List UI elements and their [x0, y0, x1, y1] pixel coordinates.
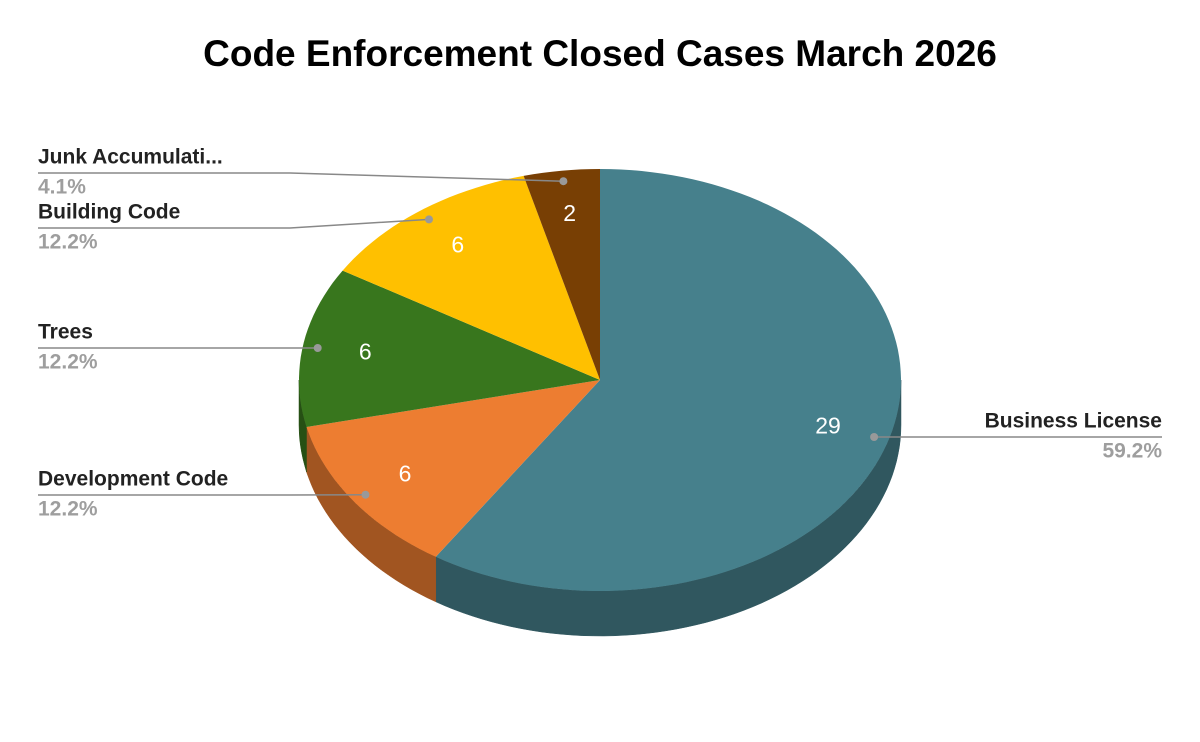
- pie-slice: [523, 169, 600, 380]
- leader-dot: [870, 433, 879, 441]
- value-label: 29: [815, 412, 841, 438]
- pie-slice: [342, 175, 600, 380]
- leader-line: [38, 218, 430, 229]
- leader-dot: [361, 490, 370, 499]
- chart-title: Code Enforcement Closed Cases March 2026: [203, 33, 997, 74]
- percent-label: 12.2%: [38, 231, 98, 254]
- percent-label: 12.2%: [38, 498, 98, 521]
- pie-slice: [435, 169, 901, 591]
- pie-slice: [306, 380, 600, 557]
- value-label: 6: [359, 338, 372, 364]
- leader-line: [38, 172, 564, 182]
- category-label: Building Code: [38, 201, 180, 224]
- percent-label: 4.1%: [38, 176, 86, 199]
- percent-label: 12.2%: [38, 351, 98, 374]
- category-label: Junk Accumulati...: [38, 146, 223, 169]
- pie-slice: [299, 270, 600, 427]
- value-label: 6: [451, 231, 464, 257]
- category-label: Business License: [985, 410, 1162, 433]
- category-label: Development Code: [38, 468, 228, 491]
- leader-dot: [425, 215, 433, 224]
- leader-dot: [559, 177, 568, 186]
- category-label: Trees: [38, 321, 93, 344]
- percent-label: 59.2%: [1102, 440, 1162, 463]
- leader-dot: [313, 344, 322, 352]
- value-label: 6: [399, 460, 412, 486]
- value-label: 2: [563, 200, 576, 226]
